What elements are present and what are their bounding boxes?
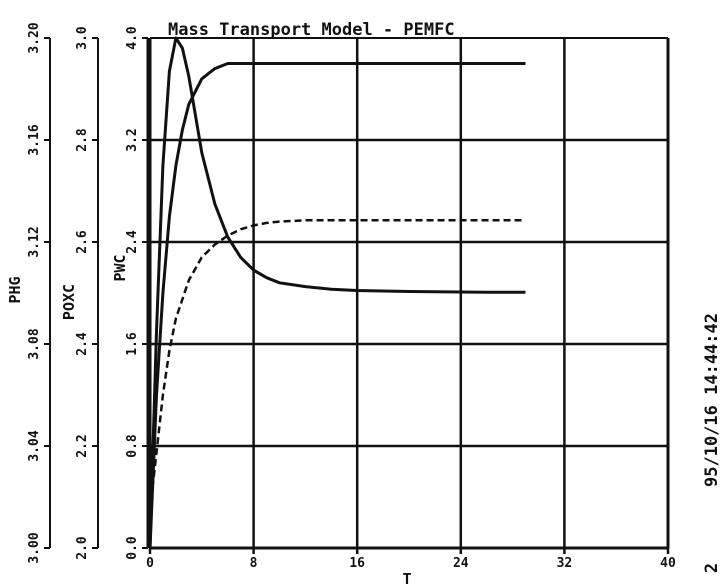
series-line-2 [148,62,526,549]
data-series [148,36,526,549]
x-tick-label: 24 [453,556,469,571]
series-line-3 [148,219,526,510]
y-axis-phg: 3.00 3.04 3.08 3.12 3.16 3.20 PHG [6,22,51,564]
y-axis-label: PWC [111,254,129,281]
y-tick-label: 2.4 [125,230,140,254]
y-tick-label: 3.04 [27,430,42,461]
y-tick-label: 0.0 [125,536,140,560]
y-tick-label: 2.4 [75,332,90,356]
y-tick-label: 3.0 [75,26,90,50]
y-tick-label: 2.6 [75,230,90,254]
chart-title: Mass Transport Model - PEMFC [168,20,455,40]
y-tick-label: 2.8 [75,128,90,152]
page-number: 2 [702,563,722,573]
y-tick-label: 0.8 [125,434,140,458]
y-tick-label: 4.0 [125,26,140,50]
y-tick-label: 3.12 [27,226,42,257]
y-tick-label: 3.20 [27,22,42,53]
y-axis-label: POXC [60,284,78,320]
y-axis-poxc: 2.0 2.2 2.4 2.6 2.8 3.0 POXC [60,26,99,560]
y-tick-label: 1.6 [125,332,140,356]
grid [150,38,668,548]
series-line-1 [148,36,526,549]
x-tick-label: 40 [660,556,676,571]
y-axis-pwc: 0.0 0.8 1.6 2.4 3.2 4.0 PWC [111,26,150,560]
x-tick-label: 8 [250,556,258,571]
y-tick-label: 3.16 [27,124,42,155]
y-tick-label: 2.2 [75,434,90,457]
plot-frame [148,37,670,550]
y-tick-label: 3.00 [27,532,42,563]
x-tick-label: 16 [349,556,365,571]
y-tick-label: 2.0 [75,536,90,560]
y-tick-label: 3.08 [27,328,42,359]
x-tick-label: 0 [146,556,154,571]
x-axis-label: T [402,570,411,585]
timestamp: 95/10/16 14:44:42 [702,313,722,487]
y-tick-label: 3.2 [125,128,140,151]
y-axis-label: PHG [6,276,24,303]
x-tick-label: 32 [557,556,573,571]
x-axis: 0 8 16 24 32 40 [146,548,676,571]
y-axes: 3.003.043.083.123.163.20PHG2.02.22.42.62… [6,22,150,564]
